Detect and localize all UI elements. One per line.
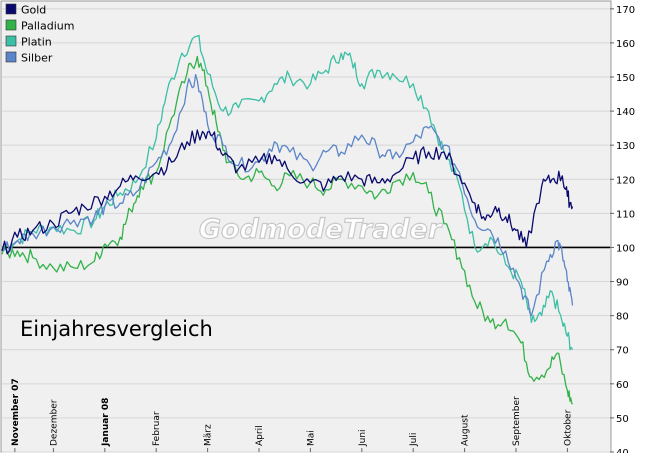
legend-swatch-silber (5, 51, 17, 63)
y-tick-label-110: 110 (616, 209, 635, 220)
series-line-silber (1, 74, 574, 317)
watermark-logo: GodmodeTrader (199, 214, 443, 245)
x-tick-label-0: November 07 (11, 378, 21, 446)
y-axis: 40 50 60 70 80 90 100 110 120 130 140 150 160 170 (610, 5, 635, 458)
x-tick-label-2: Januar 08 (101, 398, 111, 447)
x-tick-label-7: Juni (358, 429, 368, 447)
chart-annotation: Einjahresvergleich (20, 317, 213, 341)
x-tick-label-4: März (204, 424, 214, 446)
x-tick-label-10: September (512, 396, 522, 446)
x-axis: November 07 Dezember Januar 08 Februar März A… (11, 378, 573, 452)
x-tick-label-3: Februar (152, 411, 162, 446)
x-tick-label-9: August (461, 414, 471, 446)
series-line-palladium (1, 55, 574, 405)
x-tick-label-1: Dezember (49, 399, 59, 446)
series-line-platin (1, 34, 574, 351)
legend-swatch-gold (5, 3, 17, 15)
legend-label-platin: Platin (21, 36, 52, 49)
series-line-gold (1, 129, 574, 255)
series-lines (1, 34, 574, 405)
y-tick-label-140: 140 (616, 107, 635, 118)
x-tick-label-11: Oktober (563, 409, 573, 446)
x-tick-label-6: Mai (306, 430, 316, 446)
y-tick-label-60: 60 (616, 380, 629, 391)
plot-area (0, 0, 612, 453)
legend-swatch-palladium (5, 19, 17, 31)
x-tick-label-8: Juli (409, 433, 419, 447)
legend-label-palladium: Palladium (21, 20, 74, 33)
y-tick-label-80: 80 (616, 312, 629, 323)
y-tick-label-150: 150 (616, 73, 635, 84)
y-tick-label-40: 40 (616, 448, 629, 453)
x-tick-label-5: April (255, 425, 265, 446)
y-tick-label-170: 170 (616, 5, 635, 16)
legend: Gold Palladium Platin Silber (5, 3, 74, 65)
y-tick-label-130: 130 (616, 141, 635, 152)
y-tick-label-100: 100 (616, 243, 635, 254)
y-tick-label-120: 120 (616, 175, 635, 186)
y-tick-label-160: 160 (616, 39, 635, 50)
legend-label-gold: Gold (21, 4, 46, 17)
y-tick-label-70: 70 (616, 346, 629, 357)
legend-label-silber: Silber (21, 52, 53, 65)
legend-swatch-platin (5, 35, 17, 47)
y-tick-label-50: 50 (616, 414, 629, 425)
y-tick-label-90: 90 (616, 278, 629, 289)
